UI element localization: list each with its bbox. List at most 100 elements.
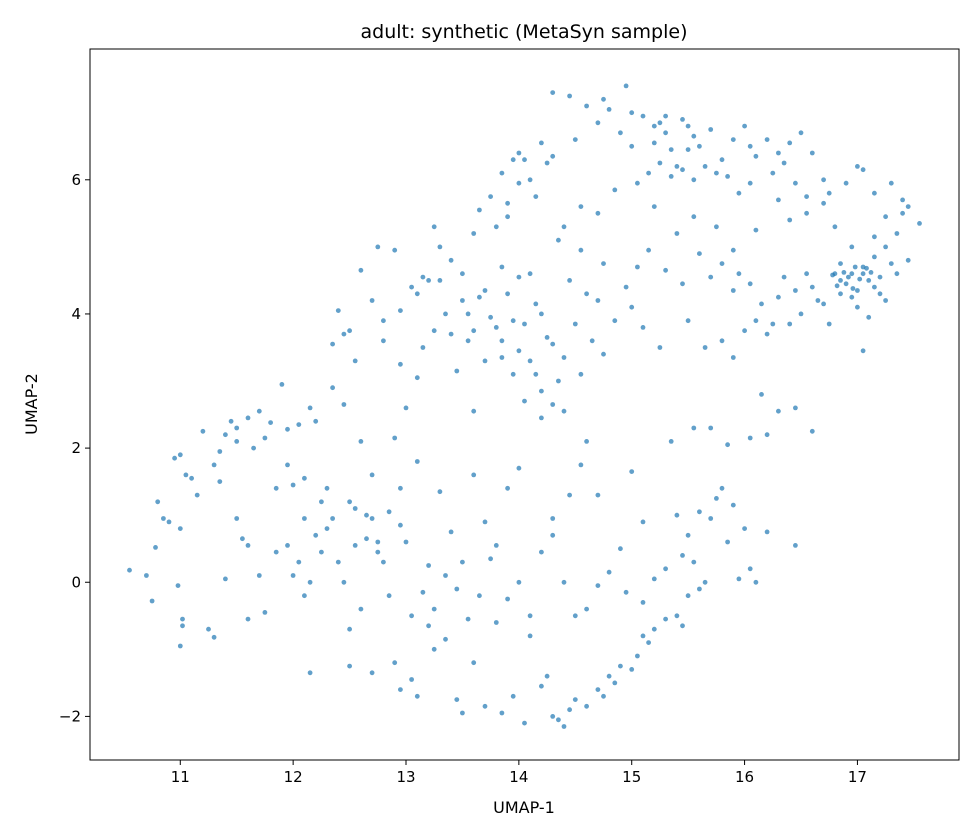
x-tick-label: 12 (284, 768, 303, 786)
data-point (533, 301, 539, 307)
data-point (561, 724, 567, 729)
data-point (742, 328, 747, 334)
data-point (830, 272, 835, 278)
data-point (680, 623, 685, 629)
data-point (894, 231, 900, 236)
data-point (708, 425, 714, 431)
data-point (640, 325, 646, 330)
data-point (448, 257, 454, 263)
data-point (381, 318, 386, 324)
data-point (335, 559, 341, 565)
data-point (347, 663, 352, 669)
data-point (714, 170, 719, 176)
data-point (595, 492, 601, 498)
data-point (809, 284, 815, 290)
data-point (180, 623, 185, 629)
data-point (708, 274, 714, 280)
data-point (330, 516, 335, 521)
data-point (776, 408, 781, 414)
data-point (448, 331, 454, 337)
data-point (273, 549, 279, 555)
data-point (753, 227, 759, 233)
data-point (578, 462, 584, 468)
data-point (335, 308, 341, 313)
data-point (223, 432, 228, 438)
data-point (753, 579, 759, 585)
data-point (855, 304, 860, 310)
data-point (454, 368, 460, 374)
data-point (285, 426, 290, 432)
data-point (815, 298, 821, 303)
data-point (668, 439, 674, 444)
data-point (324, 526, 330, 531)
data-point (736, 190, 742, 196)
data-point (460, 710, 465, 716)
data-point (211, 462, 217, 468)
data-point (798, 130, 804, 136)
data-point (747, 281, 753, 287)
data-point (787, 321, 793, 327)
data-point (499, 170, 505, 176)
data-point (217, 449, 223, 454)
data-point (539, 549, 544, 555)
data-point (809, 150, 815, 156)
data-point (747, 180, 753, 186)
x-axis-label: UMAP-1 (493, 798, 555, 817)
data-point (905, 257, 911, 263)
data-point (398, 361, 403, 367)
data-point (268, 420, 273, 425)
data-point (172, 455, 178, 461)
data-point (240, 536, 245, 542)
data-point (764, 529, 770, 535)
data-point (307, 670, 313, 676)
data-point (572, 321, 578, 327)
data-point (183, 472, 189, 478)
data-point (623, 284, 629, 290)
data-point (826, 190, 832, 196)
data-point (606, 673, 612, 679)
data-point (866, 314, 872, 320)
data-point (584, 103, 589, 109)
data-point (657, 345, 663, 350)
data-point (527, 633, 533, 639)
data-points (127, 83, 922, 729)
data-point (341, 579, 347, 585)
data-point (595, 210, 601, 216)
data-point (719, 338, 725, 344)
data-point (730, 502, 736, 508)
y-axis: −2 0 2 4 6 (59, 171, 90, 725)
data-point (793, 180, 798, 186)
data-point (572, 137, 578, 143)
data-point (860, 271, 866, 277)
data-point (290, 482, 296, 488)
data-point (753, 318, 759, 324)
data-point (527, 271, 533, 277)
data-point (623, 589, 629, 595)
data-point (680, 167, 685, 173)
data-point (697, 509, 702, 515)
data-point (177, 526, 183, 531)
data-point (426, 623, 431, 629)
y-tick-label: 2 (71, 439, 81, 457)
data-point (651, 576, 657, 582)
data-point (369, 472, 375, 478)
data-point (640, 633, 646, 639)
data-point (510, 157, 516, 163)
data-point (403, 405, 409, 411)
data-point (352, 358, 358, 364)
data-point (917, 221, 922, 226)
data-point (352, 543, 358, 548)
data-point (533, 371, 539, 377)
data-point (668, 174, 674, 179)
data-point (578, 371, 584, 377)
data-point (708, 516, 714, 521)
data-point (584, 703, 589, 709)
data-point (860, 167, 866, 173)
data-point (414, 693, 420, 699)
data-point (821, 200, 826, 206)
data-point (285, 543, 290, 548)
data-point (623, 83, 629, 89)
data-point (556, 717, 561, 723)
data-point (256, 408, 262, 414)
data-point (601, 96, 606, 102)
